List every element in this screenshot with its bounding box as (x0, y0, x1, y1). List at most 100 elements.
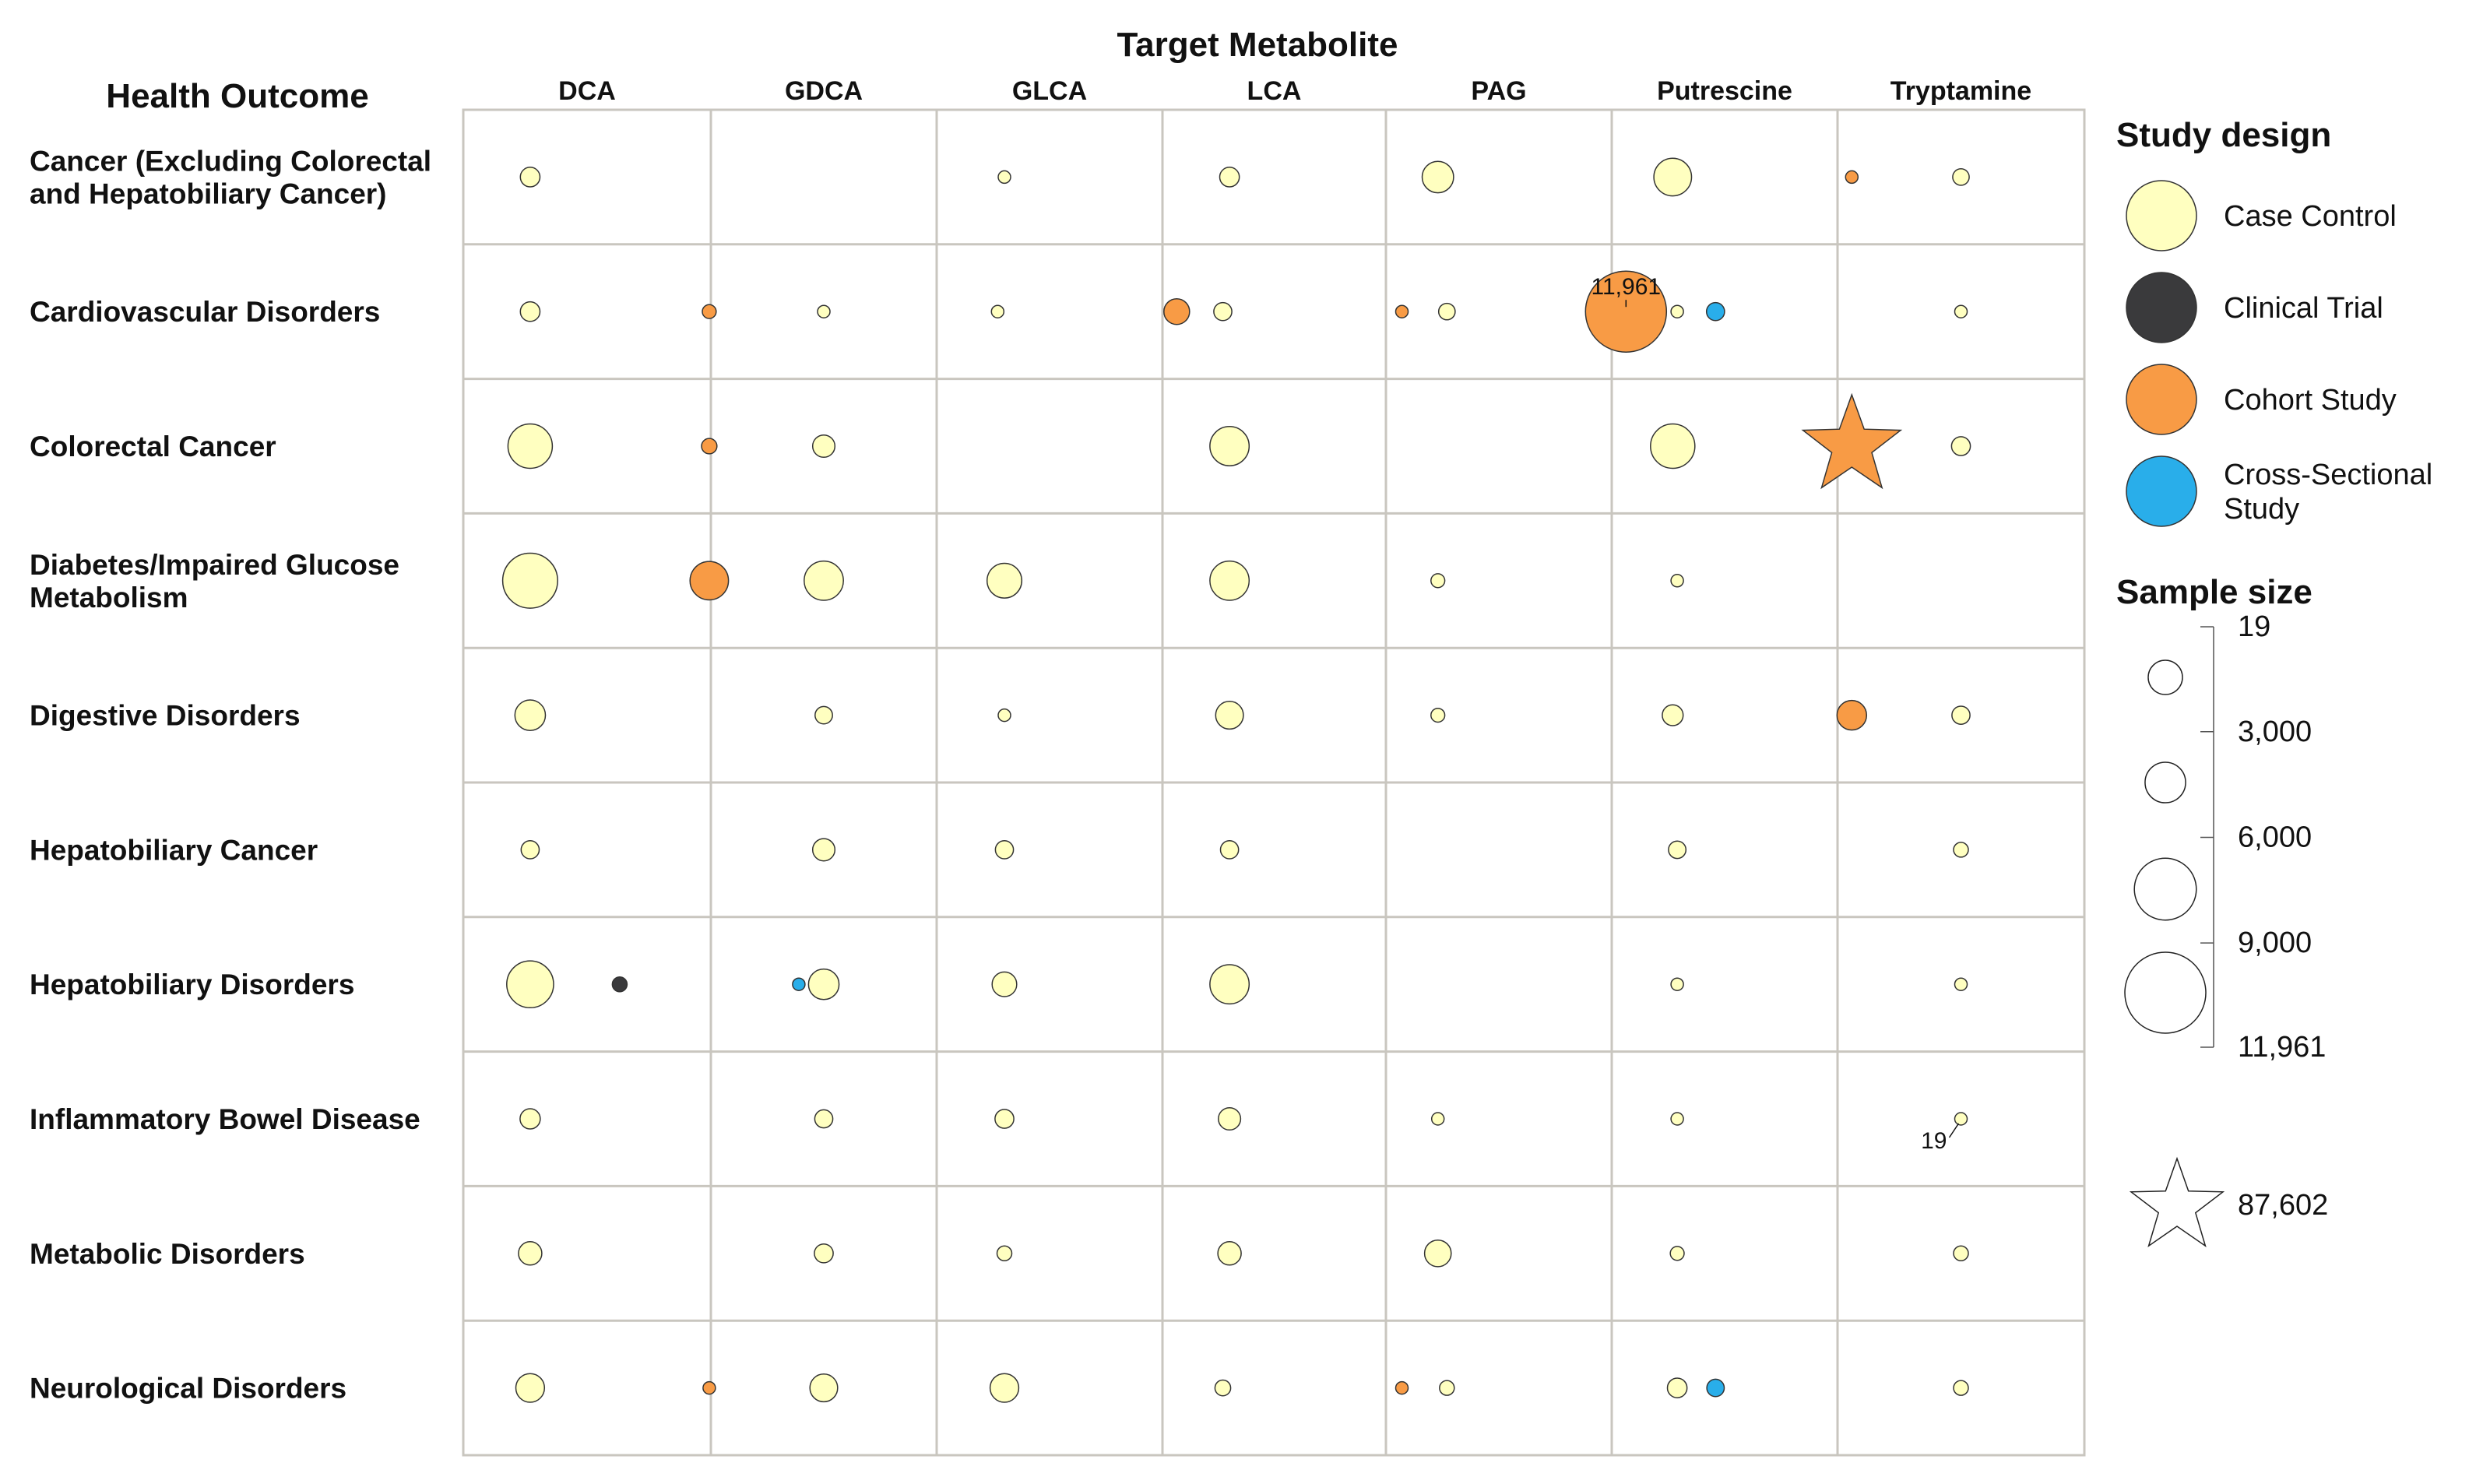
data-point-case-control-tryptamine-row-0 (1952, 168, 1970, 186)
row-label-inflammatory-bowel-disease: Inflammatory Bowel Disease (30, 1103, 420, 1135)
legend-label-clinical-trial: Clinical Trial (2224, 292, 2383, 325)
data-label-11-961: 11,961 (1591, 274, 1662, 300)
data-point-cohort-study-putrescine-row-0 (1845, 170, 1859, 185)
data-point-case-control-lca-row-2 (1209, 426, 1250, 466)
legend-size-title: Sample size (2116, 573, 2312, 611)
row-axis-title: Health Outcome (106, 77, 368, 115)
data-point-case-control-glca-row-3 (986, 562, 1023, 599)
column-label-gdca: GDCA (785, 76, 863, 106)
row-label-metabolic-disorders: Metabolic Disorders (30, 1238, 305, 1270)
row-label-diabetes-impaired-glucose-metabolism: Diabetes/Impaired Glucose Metabolism (30, 549, 399, 614)
data-point-case-control-lca-row-8 (1217, 1241, 1242, 1266)
data-point-case-control-dca-row-1 (519, 301, 541, 322)
data-point-case-control-lca-row-4 (1215, 701, 1244, 730)
row-label-hepatobiliary-cancer: Hepatobiliary Cancer (30, 834, 318, 866)
data-point-case-control-dca-row-9 (515, 1373, 546, 1403)
data-point-cohort-study-dca-row-9 (702, 1380, 716, 1395)
data-point-case-control-dca-row-7 (519, 1108, 541, 1130)
data-point-clinical-trial-dca-row-6 (611, 976, 628, 993)
data-point-case-control-dca-row-8 (518, 1241, 543, 1266)
column-label-putrescine: Putrescine (1657, 76, 1792, 106)
column-label-lca: LCA (1247, 76, 1302, 106)
data-point-case-control-gdca-row-2 (811, 434, 836, 459)
data-point-case-control-tryptamine-row-5 (1953, 842, 1969, 858)
data-label-leader (1948, 1123, 1960, 1138)
data-point-case-control-lca-row-0 (1219, 167, 1240, 188)
data-point-case-control-putrescine-row-6 (1670, 977, 1684, 991)
data-point-case-control-pag-row-4 (1430, 707, 1446, 723)
data-point-case-control-tryptamine-row-7 (1954, 1112, 1968, 1126)
legend-size-circle (2133, 857, 2197, 921)
data-point-cohort-study-putrescine-row-4 (1836, 699, 1868, 731)
data-point-cohort-study-lca-row-1 (1395, 304, 1409, 318)
data-point-case-control-dca-row-6 (506, 960, 554, 1009)
legend-size-label-3-000: 3,000 (2238, 716, 2312, 748)
data-point-case-control-pag-row-3 (1430, 573, 1446, 589)
data-point-case-control-lca-row-6 (1209, 964, 1250, 1005)
legend-swatch-clinical-trial (2126, 272, 2197, 343)
row-label-neurological-disorders: Neurological Disorders (30, 1373, 346, 1405)
data-point-case-control-lca-row-7 (1218, 1106, 1242, 1131)
data-point-case-control-gdca-row-7 (814, 1109, 834, 1129)
data-point-case-control-pag-row-1 (1437, 302, 1456, 321)
data-point-case-control-putrescine-row-5 (1668, 840, 1687, 860)
data-point-case-control-gdca-row-3 (804, 560, 844, 601)
data-point-case-control-dca-row-2 (507, 423, 554, 469)
legend-swatch-case-control (2126, 180, 2197, 251)
data-point-case-control-putrescine-row-7 (1670, 1112, 1684, 1126)
data-point-case-control-glca-row-6 (991, 971, 1018, 997)
legend-size-circle (2124, 951, 2207, 1034)
data-point-cohort-study-putrescine-row-2 (1801, 392, 1903, 490)
data-point-cohort-study-dca-row-2 (701, 438, 718, 455)
row-label-cancer-excluding-colorectal-and-hepatobiliary-cancer: Cancer (Excluding Colorectal and Hepatobi… (30, 145, 431, 209)
data-point-case-control-tryptamine-row-8 (1953, 1245, 1969, 1262)
data-point-case-control-pag-row-0 (1421, 160, 1454, 194)
data-point-case-control-gdca-row-9 (809, 1373, 839, 1403)
data-point-cross-sectional-study-pag-row-1 (1705, 301, 1725, 322)
data-point-case-control-glca-row-1 (990, 304, 1005, 318)
legend-design-title: Study design (2116, 116, 2331, 154)
column-labels: DCA GDCA GLCA LCA PAG Putrescine Tryptamine (558, 76, 2031, 106)
legend-size-label-9-000: 9,000 (2238, 927, 2312, 959)
legend-size-label-6-000: 6,000 (2238, 821, 2312, 853)
row-label-digestive-disorders: Digestive Disorders (30, 700, 301, 732)
data-point-case-control-gdca-row-8 (814, 1243, 834, 1264)
legend-label-cohort-study: Cohort Study (2224, 384, 2397, 417)
data-point-case-control-lca-row-5 (1219, 840, 1240, 860)
data-point-case-control-putrescine-row-0 (1653, 157, 1693, 197)
data-point-case-control-tryptamine-row-1 (1954, 304, 1968, 318)
data-point-cross-sectional-study-pag-row-9 (1706, 1378, 1725, 1398)
data-label-19: 19 (1921, 1128, 1947, 1154)
data-point-case-control-dca-row-4 (514, 699, 547, 731)
data-point-cohort-study-pag-row-1 (1584, 270, 1668, 353)
row-label-colorectal-cancer: Colorectal Cancer (30, 431, 276, 462)
legend-label-cross-sectional-study: Cross-Sectional Study (2224, 459, 2432, 526)
legend-size-circle (2144, 761, 2186, 804)
data-point-case-control-tryptamine-row-2 (1950, 436, 1971, 456)
data-point-case-control-glca-row-8 (996, 1245, 1013, 1262)
row-label-hepatobiliary-disorders: Hepatobiliary Disorders (30, 969, 354, 1000)
data-point-case-control-lca-row-1 (1213, 301, 1233, 322)
data-point-cohort-study-dca-row-3 (689, 561, 730, 601)
column-label-pag: PAG (1471, 76, 1526, 106)
chart-title: Target Metabolite (1117, 26, 1398, 64)
data-point-case-control-lca-row-9 (1214, 1379, 1232, 1397)
data-point-case-control-putrescine-row-8 (1669, 1246, 1685, 1261)
data-point-case-control-pag-row-7 (1430, 1112, 1445, 1126)
column-label-tryptamine: Tryptamine (1890, 76, 2031, 106)
data-point-case-control-gdca-row-6 (807, 968, 840, 1000)
data-point-case-control-putrescine-row-2 (1650, 423, 1696, 469)
data-point-case-control-tryptamine-row-6 (1954, 977, 1968, 991)
legend-star-label: 87,602 (2238, 1189, 2328, 1222)
data-point-case-control-putrescine-row-3 (1670, 574, 1684, 588)
data-point-case-control-putrescine-row-9 (1666, 1377, 1688, 1398)
data-point-cohort-study-glca-row-1 (1163, 297, 1191, 325)
data-point-case-control-gdca-row-4 (814, 705, 833, 725)
data-point-case-control-putrescine-row-1 (1670, 304, 1684, 318)
data-point-case-control-pag-row-8 (1423, 1239, 1452, 1268)
data-point-case-control-tryptamine-row-4 (1951, 705, 1971, 725)
legend-size-circle (2147, 659, 2183, 695)
data-point-cohort-study-lca-row-9 (1395, 1380, 1409, 1395)
data-point-case-control-glca-row-0 (997, 170, 1011, 185)
legend-swatch-cohort-study (2126, 364, 2197, 435)
